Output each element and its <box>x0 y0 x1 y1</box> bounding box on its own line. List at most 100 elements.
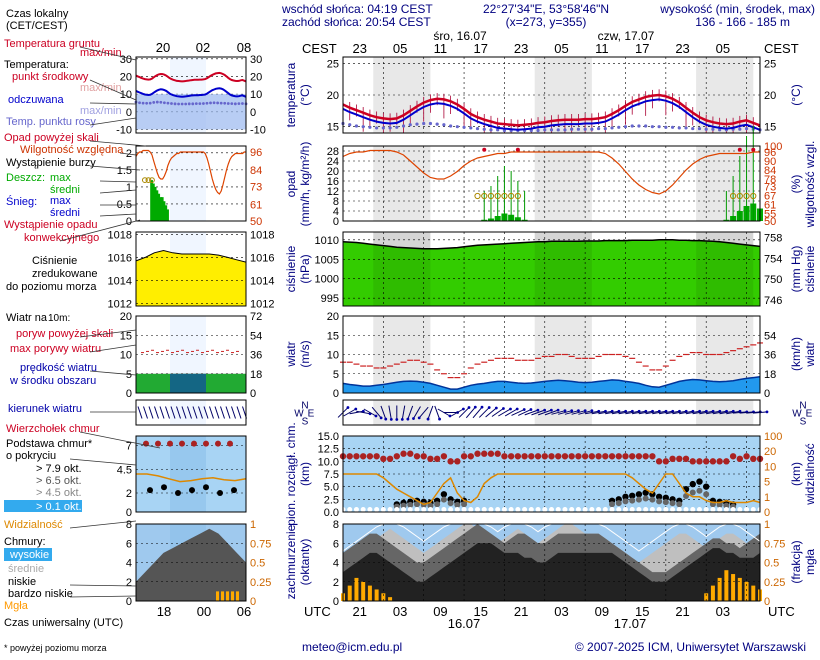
cloud-top-dot <box>380 455 387 462</box>
legend-dew-dot <box>166 101 170 105</box>
legend-rain-bar <box>164 205 168 221</box>
legend-dew-dot <box>191 102 195 106</box>
legend-dew-dot <box>230 102 234 106</box>
wind-dir-arrowhead <box>426 417 430 421</box>
legend-rh-tick: 50 <box>250 216 262 228</box>
fog-bar <box>744 581 749 601</box>
legend-precip-tick: 1.5 <box>117 165 132 177</box>
precip-above-scale-marker <box>751 147 756 152</box>
legend-dew-dot <box>180 102 184 106</box>
wind-tick-kmh: 0 <box>764 388 770 400</box>
legend-dew-dot <box>205 101 209 105</box>
legend-leader-line <box>69 458 137 466</box>
cloud-top-dot <box>373 453 380 460</box>
cloud-base-dot-65 <box>662 499 669 506</box>
local-hour-label: 11 <box>595 41 609 56</box>
legend-rh-tick: 84 <box>250 165 262 177</box>
precip-tick-left: 4 <box>333 206 339 218</box>
cover-tick-left: 2 <box>333 577 339 589</box>
cloud-tick-left: 7.5 <box>324 469 339 481</box>
dew-point-dot <box>718 128 722 132</box>
wind-dir-arrowhead <box>570 409 574 413</box>
cloud-base-dot-01 <box>569 506 575 512</box>
footnote: * powyżej poziomu morza <box>4 643 107 653</box>
compass-right: S <box>800 417 807 428</box>
cloud-base-dot-01 <box>481 506 487 512</box>
legend-leader-line <box>99 189 137 194</box>
axis-title-right: (frakcja) <box>789 540 803 583</box>
legend-dew-dot <box>219 101 223 105</box>
cloud-top-dot <box>716 458 723 465</box>
wind-dir-arrow <box>413 406 421 419</box>
legend-cloud-cover-area <box>136 528 246 601</box>
legend-dew-dot <box>202 102 205 105</box>
legend-leader-line <box>79 431 161 449</box>
cloud-base-dot-01 <box>475 506 481 512</box>
legend-dew-dot <box>159 100 163 104</box>
cloud-top-dot <box>669 455 676 462</box>
axis-title-left: (hPa) <box>298 254 312 283</box>
cloud-base-dot-01 <box>649 506 655 512</box>
wind-dir-arrow <box>578 410 593 415</box>
pressure-tick-left: 1005 <box>315 254 339 266</box>
cloud-top-dot <box>676 455 683 462</box>
dew-point-dot <box>644 124 648 128</box>
legend-leader-line <box>59 219 141 242</box>
legend-wind-dir-arrow <box>159 406 165 419</box>
panel-border <box>342 315 761 394</box>
compass-left: S <box>302 417 309 428</box>
wind-dir-arrow <box>685 410 700 415</box>
legend-cloud-base-dot <box>175 490 181 496</box>
cloud-base-dot-01 <box>401 506 407 512</box>
cloud-base-dot <box>629 492 636 499</box>
precip-above-scale-marker <box>515 147 520 152</box>
dew-point-dot <box>375 126 379 130</box>
dew-point-dot <box>603 126 607 131</box>
dew-point-dot <box>610 126 614 130</box>
dew-point-dot <box>348 123 352 127</box>
local-hour-label: 05 <box>393 41 407 56</box>
cloud-top-dot <box>642 453 649 460</box>
legend-highlight <box>4 548 52 561</box>
legend-rh-line <box>135 149 246 195</box>
wind-dir-arrow <box>401 405 406 420</box>
wind-dir-arrow <box>465 406 476 419</box>
pressure-area <box>343 239 760 306</box>
cloud-top-dot <box>346 453 353 460</box>
wind-tick-kmh: 18 <box>764 369 776 381</box>
wind-dir-arrow <box>658 410 673 415</box>
cloud-tick-left: 10.0 <box>318 456 339 468</box>
legend-dew-dot <box>177 102 180 106</box>
rh-tick-right: 96 <box>764 147 776 159</box>
legend-dew-dot <box>212 101 216 105</box>
wind-dir-arrowhead <box>590 409 594 413</box>
cloud-base-dot-01 <box>636 506 642 512</box>
visibility-tick-right: 10 <box>764 461 776 473</box>
legend-wind-dir-arrow <box>187 406 192 419</box>
legend-label: Wystąpienie opadu <box>4 219 97 231</box>
temp-tick-right: 25 <box>764 58 776 70</box>
dew-point-dot <box>388 126 392 130</box>
axis-title-right: ciśnienie <box>803 245 817 292</box>
cloud-top-dot <box>454 458 461 465</box>
wind-dir-arrow <box>739 411 754 414</box>
wind-dir-arrow <box>672 410 687 415</box>
legend-cover-tick: 4 <box>126 558 132 570</box>
cloud-base-dot-01 <box>528 506 534 512</box>
cloud-base-dot-65 <box>696 487 703 494</box>
legend-dew-dot <box>148 101 152 105</box>
legend-label: Ciśnienie <box>32 255 77 267</box>
cloud-top-dot <box>750 455 757 462</box>
legend-wind-kmh-tick: 18 <box>250 369 262 381</box>
contact-email[interactable]: meteo@icm.edu.pl <box>302 640 402 654</box>
axis-title-left: (oktanty) <box>298 539 312 586</box>
legend-wind-dir-arrow <box>137 406 143 419</box>
legend-label: Wystąpienie burzy <box>6 157 96 169</box>
wind-dir-arrow <box>618 410 633 415</box>
cloud-top-dot <box>541 453 548 460</box>
cloud-base-dot-01 <box>602 506 608 512</box>
pressure-tick-mmhg: 758 <box>764 233 782 245</box>
legend-wind-dir-arrow <box>170 406 176 419</box>
compass-right: W <box>792 409 802 420</box>
